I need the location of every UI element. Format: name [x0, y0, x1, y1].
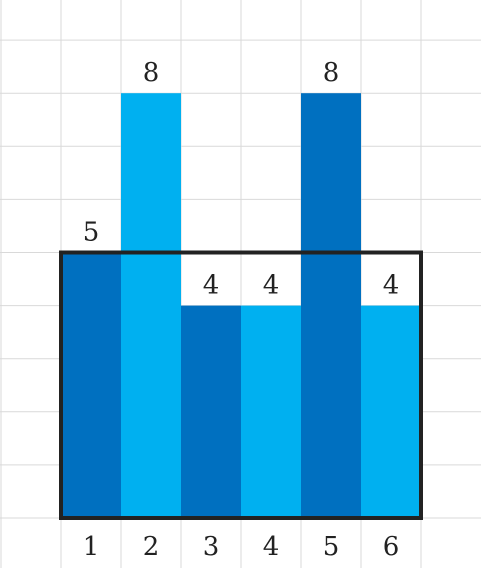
bar-4 [241, 305, 301, 518]
value-label-5: 8 [323, 58, 340, 88]
x-tick-labels: 1 2 3 4 5 6 [83, 532, 400, 562]
value-label-1: 5 [83, 218, 100, 248]
bar-2 [121, 93, 181, 518]
bar-3 [181, 305, 241, 518]
bar-1 [61, 252, 121, 518]
x-tick-label-3: 3 [203, 532, 220, 562]
x-tick-label-2: 2 [143, 532, 160, 562]
value-label-2: 8 [143, 58, 160, 88]
x-tick-label-1: 1 [83, 532, 100, 562]
x-tick-label-5: 5 [323, 532, 340, 562]
value-label-6: 4 [383, 271, 400, 301]
bar-5 [301, 93, 361, 518]
x-tick-label-6: 6 [383, 532, 400, 562]
bars [61, 93, 421, 518]
value-label-4: 4 [263, 271, 280, 301]
value-labels: 5 8 4 4 8 4 [83, 58, 400, 300]
value-label-3: 4 [203, 271, 220, 301]
bar-6 [361, 305, 421, 518]
x-tick-label-4: 4 [263, 532, 280, 562]
highlight-box [59, 250, 423, 520]
